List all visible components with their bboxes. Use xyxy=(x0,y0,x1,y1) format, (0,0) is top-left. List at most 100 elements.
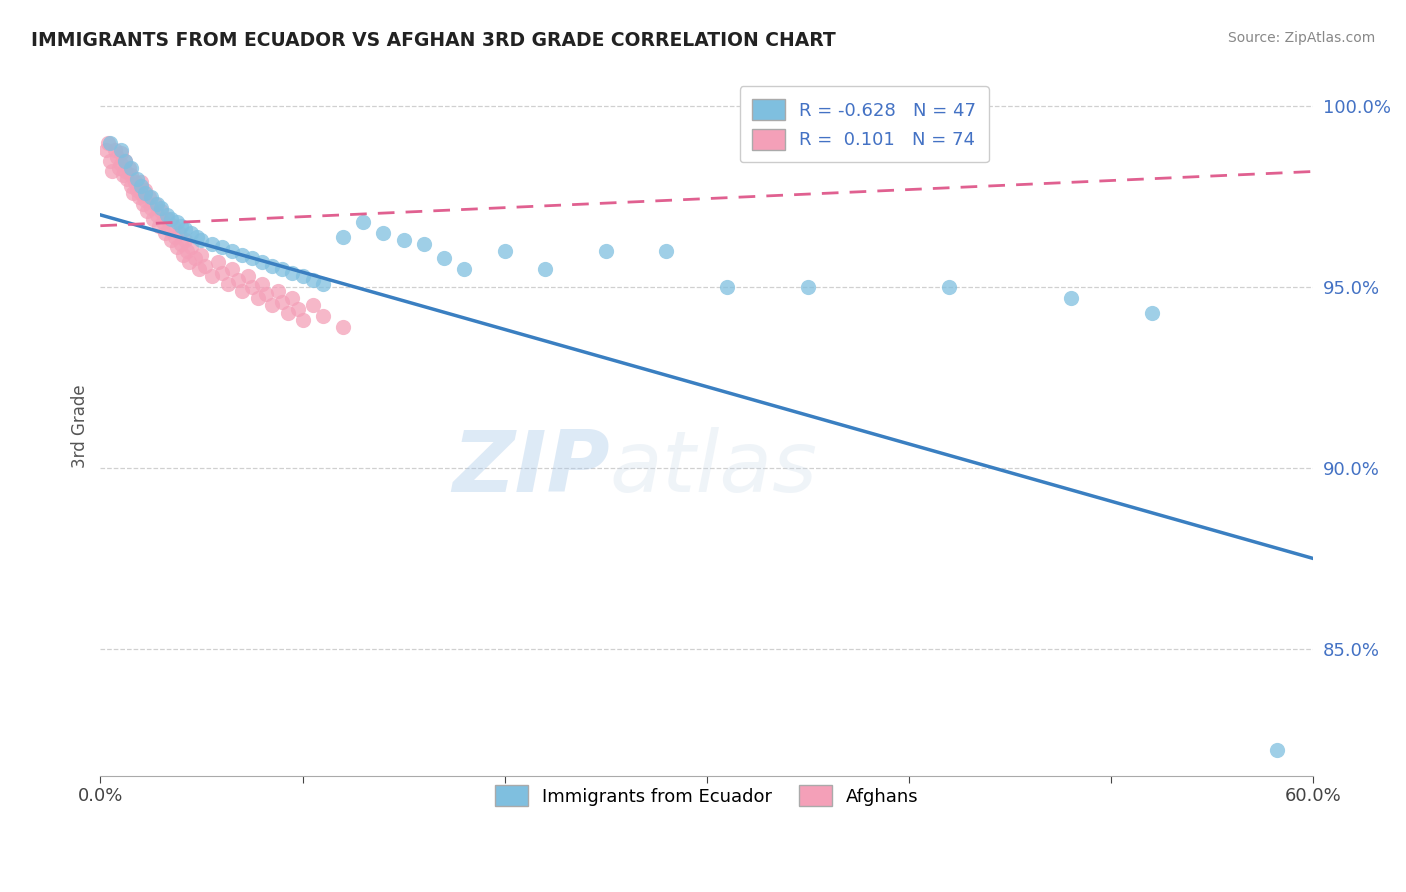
Point xyxy=(156,211,179,226)
Text: IMMIGRANTS FROM ECUADOR VS AFGHAN 3RD GRADE CORRELATION CHART: IMMIGRANTS FROM ECUADOR VS AFGHAN 3RD GR… xyxy=(31,31,835,50)
Point xyxy=(287,301,309,316)
Point xyxy=(125,171,148,186)
Point xyxy=(797,280,820,294)
Point xyxy=(165,229,187,244)
Point xyxy=(138,190,160,204)
Point xyxy=(226,273,249,287)
Text: ZIP: ZIP xyxy=(453,427,610,510)
Point xyxy=(179,255,201,269)
Point xyxy=(100,136,122,150)
Legend: Immigrants from Ecuador, Afghans: Immigrants from Ecuador, Afghans xyxy=(486,776,928,815)
Point xyxy=(129,178,152,193)
Point xyxy=(211,266,233,280)
Point xyxy=(96,143,118,157)
Point xyxy=(120,178,142,193)
Point xyxy=(262,259,284,273)
Text: Source: ZipAtlas.com: Source: ZipAtlas.com xyxy=(1227,31,1375,45)
Point xyxy=(267,284,290,298)
Point xyxy=(281,291,304,305)
Point xyxy=(433,252,456,266)
Point xyxy=(194,259,217,273)
Point xyxy=(114,164,136,178)
Point xyxy=(271,262,294,277)
Point xyxy=(101,164,124,178)
Point xyxy=(105,150,128,164)
Point xyxy=(254,287,277,301)
Text: atlas: atlas xyxy=(610,427,818,510)
Point xyxy=(332,320,354,334)
Point xyxy=(143,197,166,211)
Point xyxy=(271,294,294,309)
Point xyxy=(277,305,299,319)
Point xyxy=(120,168,142,182)
Point xyxy=(301,298,323,312)
Point xyxy=(200,269,222,284)
Point xyxy=(153,226,176,240)
Point xyxy=(412,236,434,251)
Point xyxy=(139,201,162,215)
Point xyxy=(301,273,323,287)
Point xyxy=(262,298,284,312)
Point xyxy=(134,186,156,201)
Point xyxy=(100,153,122,168)
Point xyxy=(180,240,202,254)
Point xyxy=(250,277,273,291)
Point xyxy=(250,255,273,269)
Point xyxy=(111,168,134,182)
Point xyxy=(107,161,129,175)
Point xyxy=(170,236,193,251)
Y-axis label: 3rd Grade: 3rd Grade xyxy=(72,384,89,468)
Point xyxy=(231,248,253,262)
Point xyxy=(118,161,141,175)
Point xyxy=(1140,305,1163,319)
Point xyxy=(352,215,374,229)
Point xyxy=(247,291,270,305)
Point xyxy=(1060,291,1083,305)
Point xyxy=(157,222,180,236)
Point xyxy=(174,233,197,247)
Point xyxy=(124,175,146,189)
Point xyxy=(373,226,395,240)
Point xyxy=(655,244,678,258)
Point xyxy=(291,269,314,284)
Point xyxy=(312,277,335,291)
Point xyxy=(174,222,197,236)
Point xyxy=(125,183,148,197)
Point xyxy=(716,280,738,294)
Point xyxy=(170,219,193,233)
Point xyxy=(134,183,156,197)
Point xyxy=(200,236,222,251)
Point xyxy=(135,204,157,219)
Point xyxy=(150,204,173,219)
Point xyxy=(114,153,136,168)
Point xyxy=(134,194,156,208)
Point xyxy=(180,226,202,240)
Point xyxy=(166,215,188,229)
Point xyxy=(392,233,415,247)
Point xyxy=(103,143,125,157)
Point xyxy=(162,219,184,233)
Point xyxy=(114,153,136,168)
Point xyxy=(172,248,194,262)
Point xyxy=(938,280,960,294)
Point xyxy=(139,190,162,204)
Point xyxy=(207,255,229,269)
Point xyxy=(217,277,239,291)
Point xyxy=(221,262,243,277)
Point xyxy=(534,262,557,277)
Point xyxy=(150,201,173,215)
Point xyxy=(132,197,155,211)
Point xyxy=(176,244,198,258)
Point xyxy=(110,157,132,171)
Point xyxy=(146,208,169,222)
Point xyxy=(240,280,263,294)
Point xyxy=(236,269,259,284)
Point xyxy=(312,309,335,323)
Point xyxy=(1265,743,1288,757)
Point xyxy=(115,171,138,186)
Point xyxy=(121,186,143,201)
Point xyxy=(160,233,183,247)
Point xyxy=(166,240,188,254)
Point xyxy=(186,229,208,244)
Point xyxy=(148,219,170,233)
